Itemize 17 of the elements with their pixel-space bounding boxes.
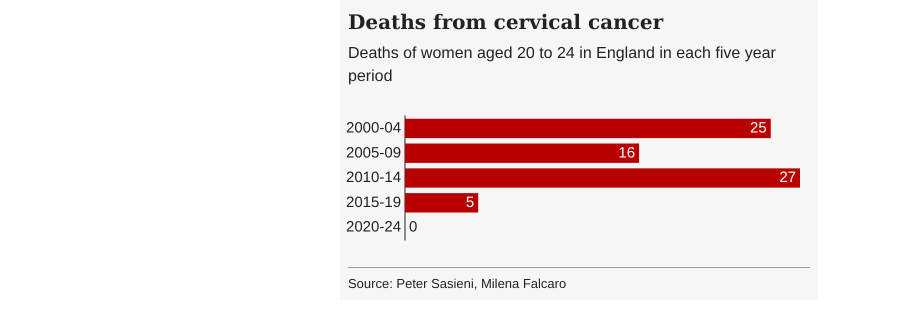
data-label: 25 bbox=[750, 120, 767, 137]
bar bbox=[405, 144, 640, 163]
y-tick-label: 2015-19 bbox=[346, 194, 402, 211]
bar bbox=[405, 118, 771, 138]
bar bbox=[405, 193, 478, 212]
y-tick-label: 2005-09 bbox=[346, 144, 402, 162]
bar bbox=[405, 168, 800, 188]
chart-subtitle: Deaths of women aged 20 to 24 in England in each five year period bbox=[348, 44, 777, 87]
y-tick-label: 2020-24 bbox=[346, 218, 402, 236]
data-label: 0 bbox=[409, 218, 418, 236]
chart-title: Deaths from cervical cancer bbox=[348, 10, 664, 34]
y-tick-label: 2000-04 bbox=[346, 120, 402, 137]
data-label: 5 bbox=[466, 194, 474, 211]
data-label: 16 bbox=[618, 144, 636, 162]
source-note: Source: Peter Sasieni, Milena Falcaro bbox=[348, 276, 566, 291]
y-tick-label: 2010-14 bbox=[346, 169, 402, 186]
data-label: 27 bbox=[779, 169, 796, 186]
